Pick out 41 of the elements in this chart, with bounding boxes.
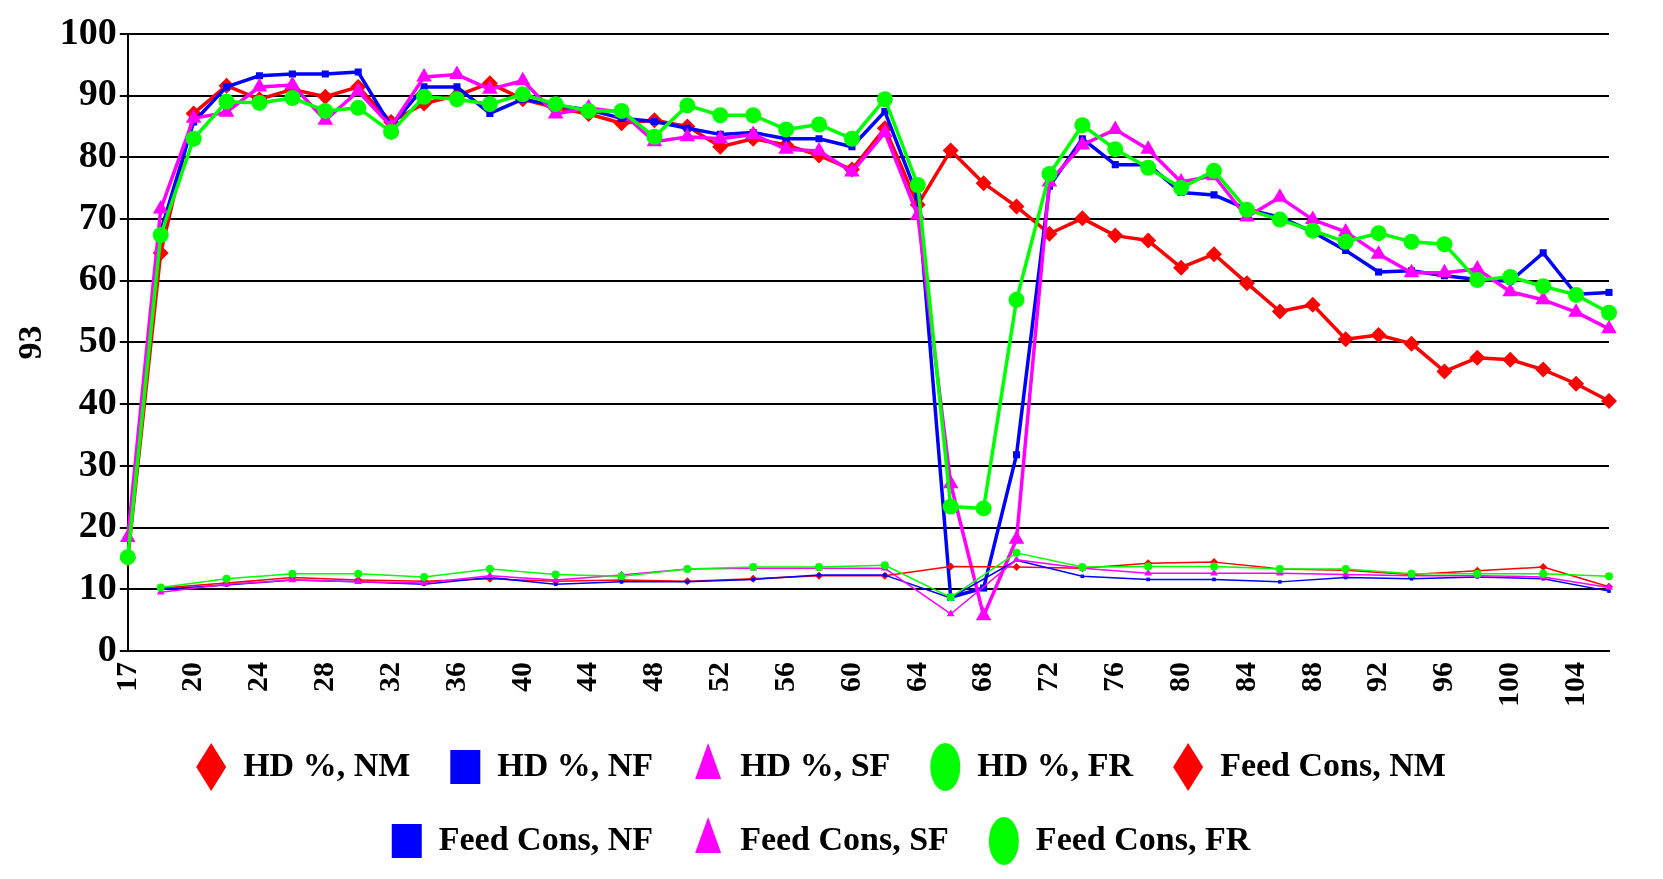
y-tick-label: 50	[78, 318, 117, 361]
y-tick-label: 60	[78, 256, 117, 299]
x-tick-label: 92	[1359, 662, 1393, 692]
y-tick-label: 20	[78, 503, 117, 546]
x-tick-label: 100	[1491, 662, 1524, 707]
x-tick-label: 68	[964, 662, 998, 692]
legend-label: HD %, NM	[243, 745, 411, 783]
x-tick-label: 36	[437, 662, 471, 692]
y-tick-label: 40	[78, 379, 117, 422]
legend-label: Feed Cons, FR	[1035, 819, 1251, 857]
x-tick-label: 56	[766, 662, 800, 692]
legend-label: Feed Cons, SF	[740, 819, 949, 857]
y-tick-label: 80	[78, 133, 117, 176]
x-tick-label: 32	[371, 662, 405, 692]
y-tick-label: 70	[78, 194, 117, 237]
x-tick-label: 20	[174, 662, 208, 692]
x-tick-label: 88	[1293, 662, 1327, 692]
x-tick-label: 96	[1425, 662, 1459, 692]
x-tick-label: 84	[1227, 662, 1261, 692]
legend-label: HD %, NF	[497, 745, 654, 783]
x-tick-label: 28	[306, 662, 340, 692]
x-tick-label: 40	[503, 662, 537, 692]
x-tick-label: 44	[569, 662, 603, 692]
x-tick-label: 52	[701, 662, 735, 692]
x-tick-label: 60	[832, 662, 866, 692]
x-tick-label: 76	[1096, 662, 1130, 692]
y-tick-label: 100	[59, 9, 117, 52]
x-tick-label: 80	[1161, 662, 1195, 692]
y-tick-label: 90	[78, 71, 117, 114]
legend-label: Feed Cons, NF	[438, 819, 654, 857]
legend-label: Feed Cons, NM	[1220, 745, 1446, 783]
x-tick-label: 48	[635, 662, 669, 692]
legend-label: HD %, FR	[977, 745, 1134, 783]
x-tick-label: 72	[1030, 662, 1064, 692]
y-tick-label: 10	[78, 565, 117, 608]
legend-label: HD %, SF	[740, 745, 891, 783]
y-tick-label: 30	[78, 441, 117, 484]
y-axis-title: 93	[11, 325, 49, 360]
x-tick-label: 64	[898, 662, 932, 692]
x-tick-label: 24	[240, 662, 274, 692]
x-tick-label: 104	[1556, 662, 1590, 707]
